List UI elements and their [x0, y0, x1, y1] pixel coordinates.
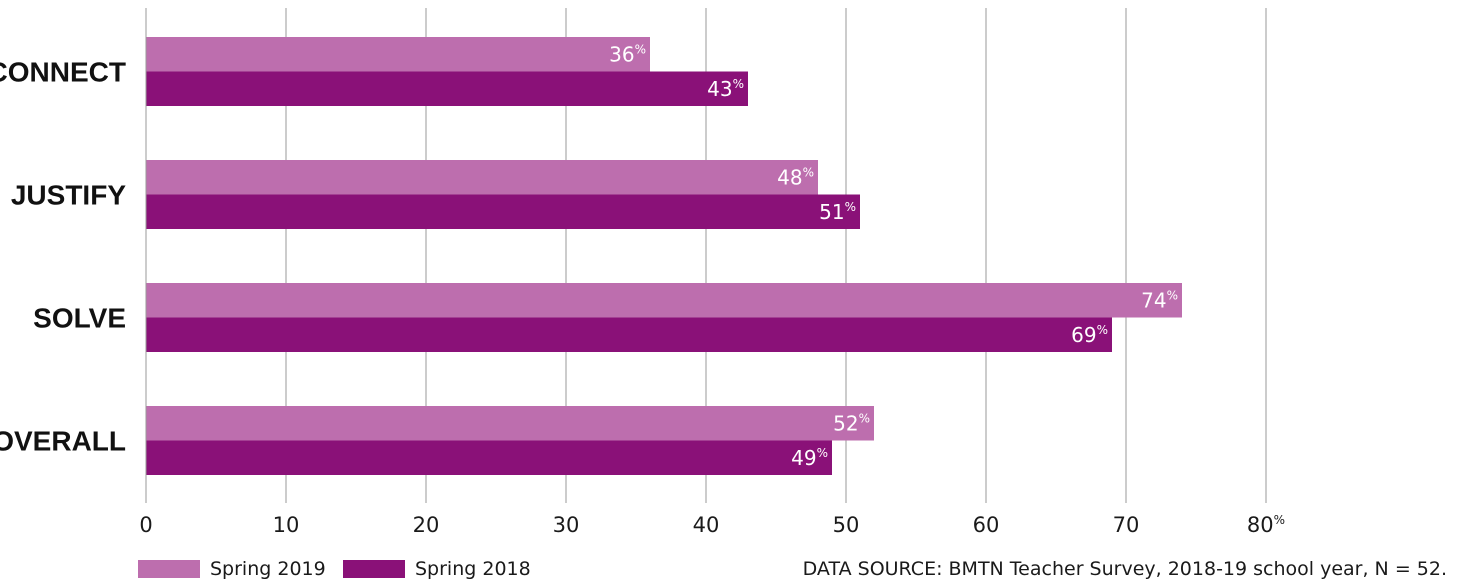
bar-justify-spring-2019: [146, 160, 818, 195]
x-tick-label-50: 50: [833, 513, 860, 537]
legend-swatch-spring-2018: [343, 560, 405, 578]
legend-label-spring-2018: Spring 2018: [415, 558, 531, 580]
x-tick-label-30: 30: [553, 513, 580, 537]
bar-overall-spring-2018: [146, 440, 832, 475]
bar-justify-spring-2018: [146, 194, 860, 229]
x-tick-label-10: 10: [273, 513, 300, 537]
category-label-connect: CONNECT: [0, 57, 126, 88]
category-label-solve: SOLVE: [33, 303, 126, 334]
category-label-overall: OVERALL: [0, 426, 126, 457]
bar-connect-spring-2018: [146, 71, 748, 106]
legend-label-spring-2019: Spring 2019: [210, 558, 326, 580]
legend-item-spring-2018: Spring 2018: [343, 558, 531, 580]
x-tick-label-0: 0: [139, 513, 152, 537]
x-tick-label-40: 40: [693, 513, 720, 537]
bar-solve-spring-2018: [146, 317, 1112, 352]
x-tick-label-60: 60: [973, 513, 1000, 537]
bar-solve-spring-2019: [146, 283, 1182, 318]
bar-overall-spring-2019: [146, 406, 874, 441]
legend: Spring 2019 Spring 2018 DATA SOURCE: BMT…: [0, 558, 1465, 584]
category-label-justify: JUSTIFY: [11, 180, 126, 211]
legend-swatch-spring-2019: [138, 560, 200, 578]
bar-chart: 36%43%CONNECT48%51%JUSTIFY74%69%SOLVE52%…: [0, 8, 1285, 537]
legend-item-spring-2019: Spring 2019: [138, 558, 326, 580]
bar-value-label-overall-spring-2019: 52%: [833, 411, 870, 435]
x-tick-label-70: 70: [1113, 513, 1140, 537]
data-source-note: DATA SOURCE: BMTN Teacher Survey, 2018-1…: [802, 558, 1447, 580]
bar-connect-spring-2019: [146, 37, 650, 72]
x-tick-label-80: 80%: [1247, 513, 1285, 537]
x-tick-label-20: 20: [413, 513, 440, 537]
